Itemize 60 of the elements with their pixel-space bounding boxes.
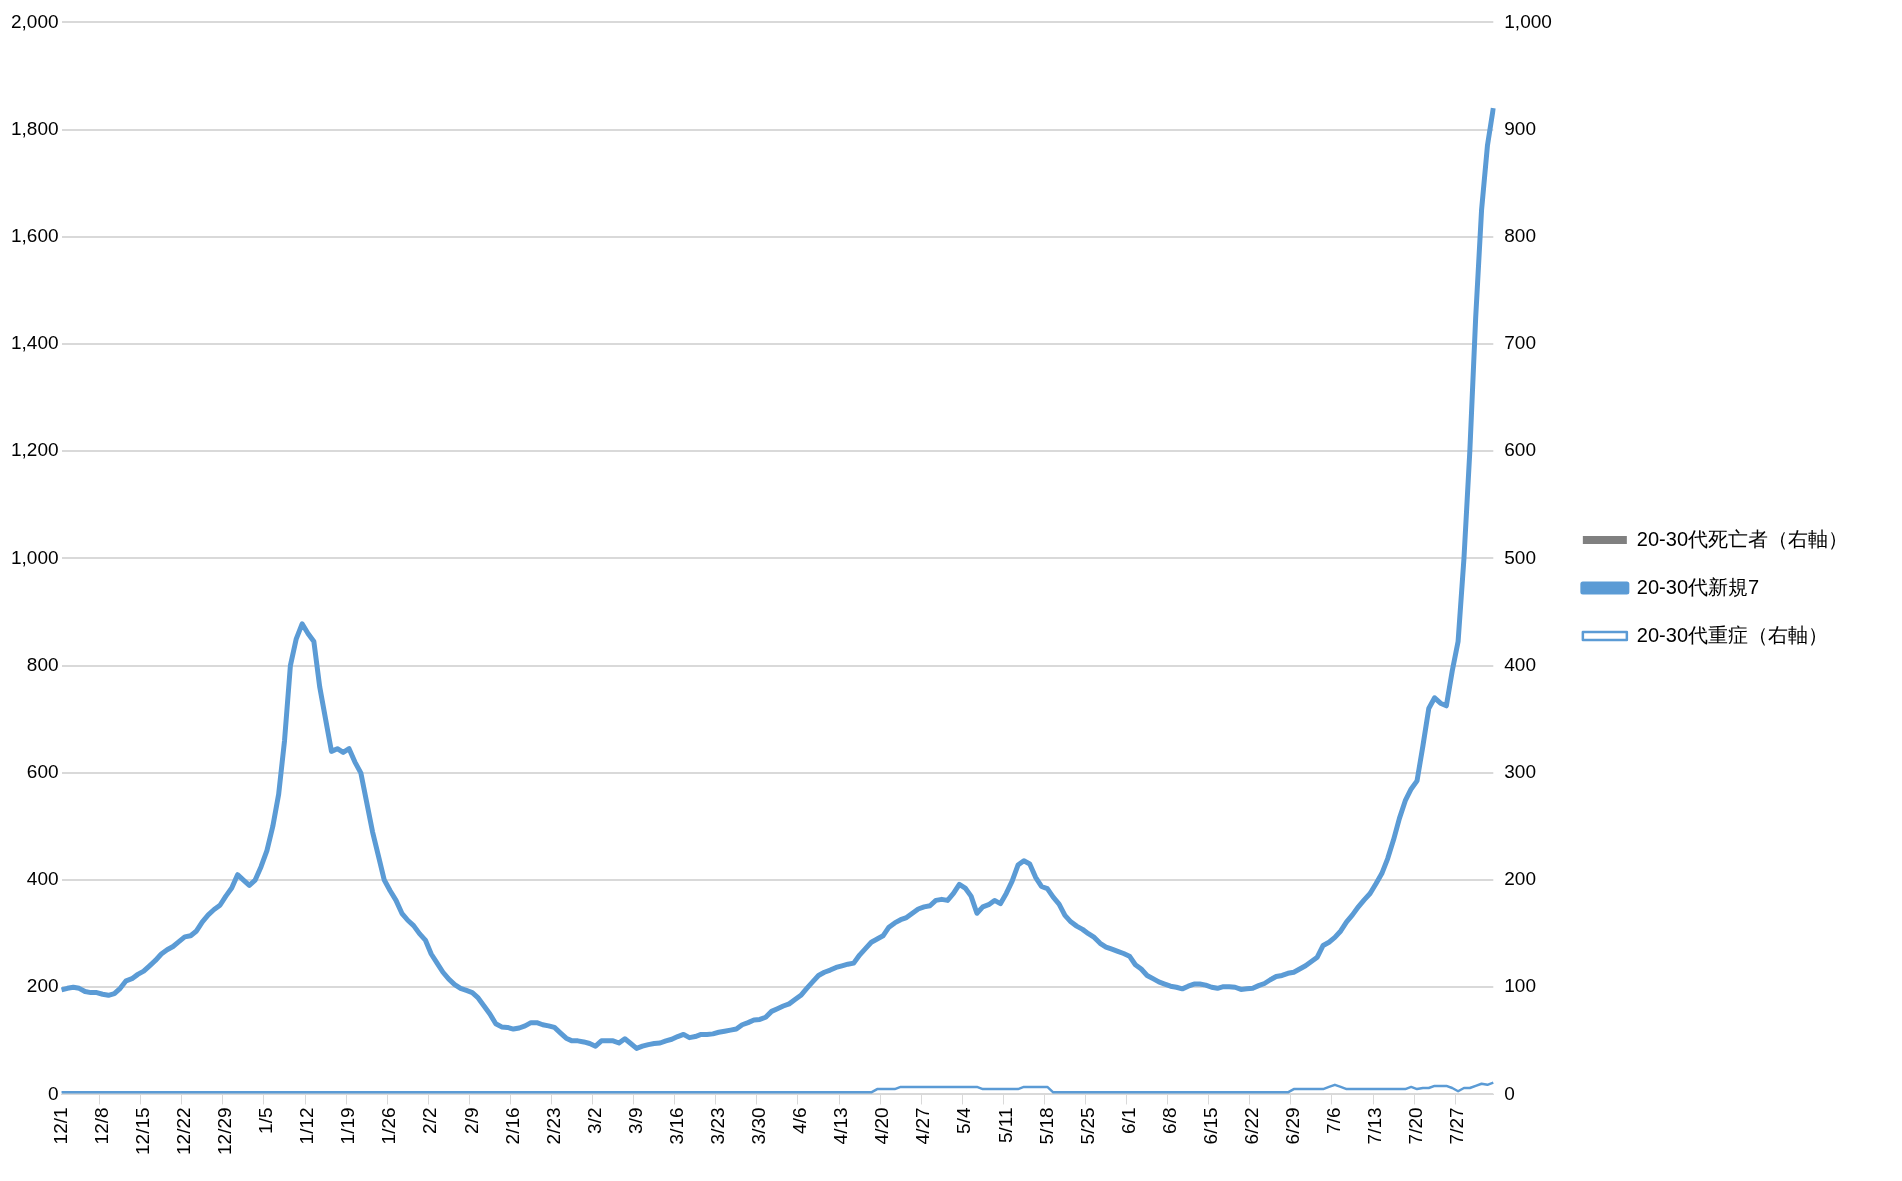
y-tick-label: 200 [26,975,59,997]
x-tick-label: 1/26 [378,1107,400,1145]
legend-label: 20-30代新規7 [1636,575,1760,598]
y-tick-label: 2,000 [11,10,59,32]
y-tick-label: 1,600 [11,225,59,247]
y-tick-label: 0 [47,1082,59,1104]
x-tick-label: 3/23 [706,1107,728,1145]
y-tick-label: 1,000 [11,546,59,568]
x-tick-label: 6/22 [1240,1107,1262,1145]
y2-tick-label: 400 [1504,653,1536,675]
x-tick-label: 6/1 [1117,1107,1139,1134]
x-tick-label: 3/2 [583,1107,605,1134]
legend-label: 20-30代死亡者（右軸） [1636,527,1848,550]
y2-tick-label: 200 [1504,868,1536,890]
y2-tick-label: 900 [1504,117,1536,139]
y2-tick-label: 100 [1504,975,1536,997]
y2-tick-label: 1,000 [1504,10,1552,32]
x-tick-label: 3/16 [665,1107,687,1145]
x-tick-label: 12/29 [214,1107,236,1155]
y-tick-label: 600 [26,761,59,783]
x-tick-label: 3/9 [624,1107,646,1134]
y-tick-label: 1,400 [11,332,59,354]
x-tick-label: 4/20 [871,1107,893,1145]
y2-tick-label: 600 [1504,439,1536,461]
y2-tick-label: 0 [1504,1082,1515,1104]
x-tick-label: 2/23 [542,1107,564,1145]
x-tick-label: 7/6 [1323,1107,1345,1134]
x-tick-label: 6/29 [1282,1107,1304,1145]
x-tick-label: 7/13 [1364,1107,1386,1145]
x-tick-label: 5/4 [953,1107,975,1134]
y2-tick-label: 500 [1504,546,1536,568]
x-tick-label: 1/12 [296,1107,318,1145]
x-tick-label: 2/2 [419,1107,441,1134]
x-tick-label: 4/6 [789,1107,811,1134]
x-tick-label: 5/25 [1076,1107,1098,1145]
y2-tick-label: 300 [1504,761,1536,783]
legend-label: 20-30代重症（右軸） [1636,623,1828,646]
x-tick-label: 2/9 [460,1107,482,1134]
x-tick-label: 4/27 [912,1107,934,1145]
y2-tick-label: 700 [1504,332,1536,354]
x-tick-label: 3/30 [748,1107,770,1145]
y-tick-label: 1,200 [11,439,59,461]
x-tick-label: 4/13 [830,1107,852,1145]
y-tick-label: 1,800 [11,117,59,139]
x-tick-label: 7/20 [1405,1107,1427,1145]
x-tick-label: 12/1 [49,1107,71,1145]
y2-tick-label: 800 [1504,225,1536,247]
x-tick-label: 5/18 [1035,1107,1057,1145]
x-tick-label: 5/11 [994,1107,1016,1144]
x-tick-label: 6/15 [1199,1107,1221,1145]
x-tick-label: 6/8 [1158,1107,1180,1134]
x-tick-label: 2/16 [501,1107,523,1145]
y-tick-label: 800 [26,653,59,675]
x-tick-label: 7/27 [1446,1107,1468,1145]
y-tick-label: 400 [26,868,59,890]
x-tick-label: 12/15 [131,1107,153,1155]
x-tick-label: 12/8 [90,1107,112,1145]
x-tick-label: 12/22 [173,1107,195,1155]
x-tick-label: 1/5 [255,1107,277,1134]
x-tick-label: 1/19 [337,1107,359,1145]
